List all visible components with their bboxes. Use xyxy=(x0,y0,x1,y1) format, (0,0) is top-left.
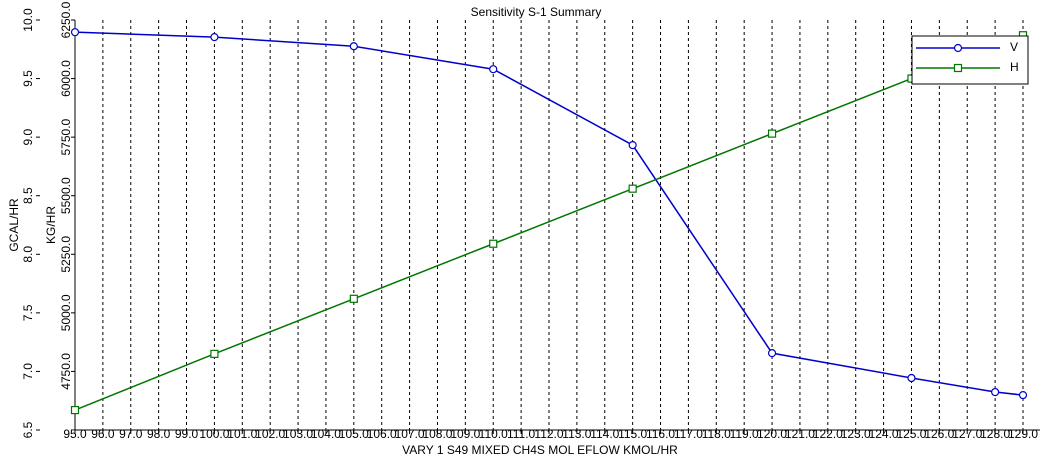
x-tick-label: 95.0 xyxy=(63,427,87,441)
data-point xyxy=(70,405,80,415)
x-tick-label: 102.0 xyxy=(255,427,285,441)
data-point xyxy=(70,28,80,37)
y2-tick-label: 4750.0 xyxy=(59,353,73,390)
x-tick-label: 128.0 xyxy=(980,427,1010,441)
x-tick-label: 123.0 xyxy=(841,427,871,441)
y2-tick-label: 6000.0 xyxy=(59,60,73,97)
y-tick-label: 7.5 xyxy=(21,304,35,321)
data-point xyxy=(489,239,498,248)
x-tick-label: 124.0 xyxy=(869,427,899,441)
x-tick-label: 117.0 xyxy=(674,427,703,441)
y-tick-label: 8.5 xyxy=(21,187,35,204)
x-tick-label: 99.0 xyxy=(175,427,199,441)
data-point xyxy=(1018,390,1028,400)
y2-tick-label: 5500.0 xyxy=(59,177,73,214)
x-tick-label: 110.0 xyxy=(479,427,508,441)
x-tick-label: 126.0 xyxy=(924,427,954,441)
x-tick-label: 122.0 xyxy=(813,427,843,441)
y2-axis-title: KG/HR xyxy=(44,206,58,244)
x-tick-label: 114.0 xyxy=(590,427,619,441)
x-tick-label: 121.0 xyxy=(785,427,815,441)
chart-title: Sensitivity S-1 Summary xyxy=(471,5,602,19)
x-axis-title: VARY 1 S49 MIXED CH4S MOL EFLOW KMOL/HR xyxy=(402,443,678,457)
x-tick-label: 115.0 xyxy=(618,427,647,441)
x-tick-label: 97.0 xyxy=(119,427,143,441)
x-tick-label: 111.0 xyxy=(507,427,536,441)
x-tick-label: 112.0 xyxy=(534,427,563,441)
data-point xyxy=(489,65,498,74)
x-tick-label: 100.0 xyxy=(199,427,229,441)
y-tick-label: 9.0 xyxy=(21,128,35,145)
data-point xyxy=(628,184,637,193)
x-tick-label: 125.0 xyxy=(896,427,926,441)
legend-box xyxy=(911,35,1029,85)
data-point xyxy=(210,33,219,42)
data-point xyxy=(907,373,916,383)
x-tick-label: 105.0 xyxy=(339,427,369,441)
x-tick-label: 120.0 xyxy=(757,427,787,441)
data-point xyxy=(767,349,777,358)
y2-tick-label: 5750.0 xyxy=(59,118,73,155)
x-tick-label: 101.0 xyxy=(227,427,257,441)
data-point xyxy=(628,141,637,150)
data-point xyxy=(767,129,777,138)
x-tick-label: 109.0 xyxy=(450,427,480,441)
y-tick-label: 8.0 xyxy=(21,246,35,263)
x-tick-label: 127.0 xyxy=(952,427,982,441)
x-tick-label: 116.0 xyxy=(646,427,675,441)
x-tick-label: 113.0 xyxy=(562,427,591,441)
y2-tick-label: 5250.0 xyxy=(59,236,73,273)
legend-marker xyxy=(953,43,963,53)
x-tick-label: 96.0 xyxy=(91,427,115,441)
y-tick-label: 9.5 xyxy=(21,70,35,87)
x-tick-label: 129.0 xyxy=(1008,427,1038,441)
x-tick-label: 108.0 xyxy=(422,427,452,441)
x-tick-label: 104.0 xyxy=(311,427,341,441)
data-point xyxy=(349,42,358,51)
x-tick-label: 103.0 xyxy=(283,427,313,441)
x-tick-label: 118.0 xyxy=(702,427,731,441)
legend-label: H xyxy=(1010,60,1019,74)
x-tick-label: 98.0 xyxy=(147,427,171,441)
x-tick-label: 119.0 xyxy=(730,427,759,441)
data-point xyxy=(210,349,219,358)
y-tick-label: 7.0 xyxy=(21,363,35,380)
legend-label: V xyxy=(1010,40,1018,54)
x-tick-label: 107.0 xyxy=(395,427,425,441)
series-line xyxy=(74,34,1024,411)
legend-marker xyxy=(953,63,963,73)
y-axis-title: GCAL/HR xyxy=(7,198,21,252)
y2-tick-label: 5000.0 xyxy=(59,294,73,331)
y-tick-label: 10.0 xyxy=(21,8,35,32)
x-tick-label: 106.0 xyxy=(367,427,397,441)
data-point xyxy=(349,294,358,303)
data-point xyxy=(991,387,1000,397)
y-tick-label: 6.5 xyxy=(21,421,35,438)
y2-tick-label: 6250.0 xyxy=(59,1,73,38)
